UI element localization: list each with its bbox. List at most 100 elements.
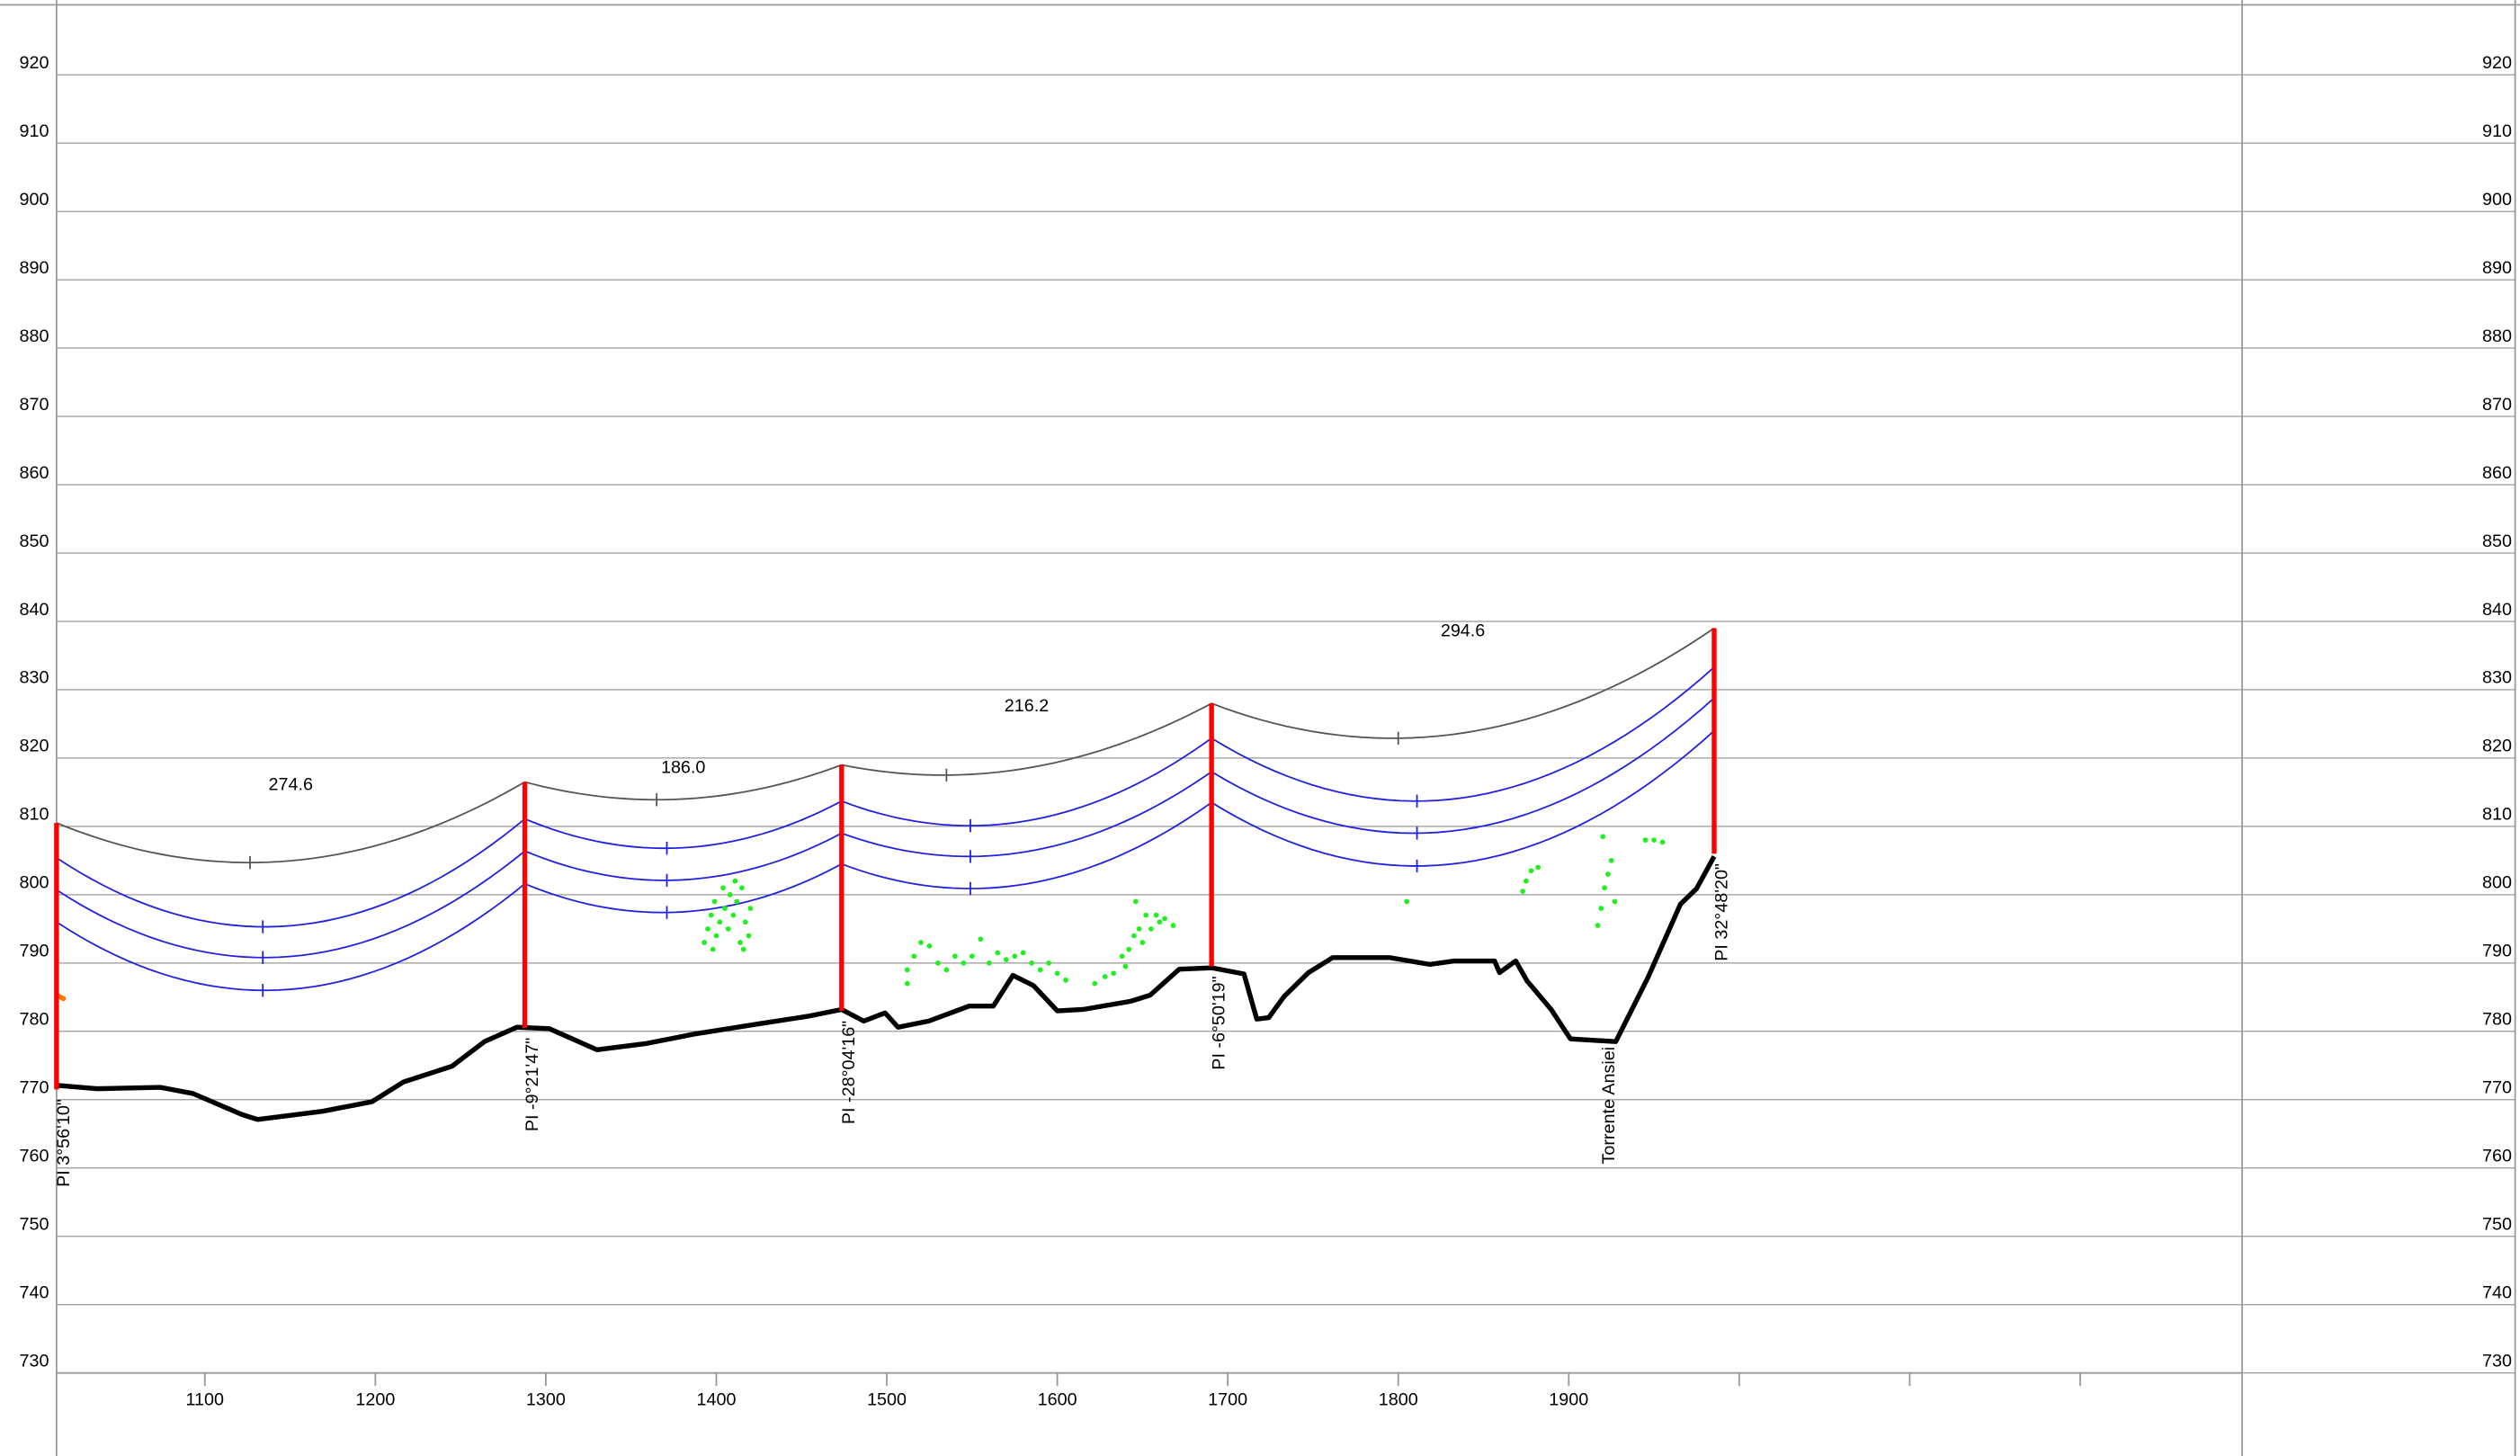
survey-point xyxy=(978,936,984,942)
y-tick-label: 750 xyxy=(20,1215,49,1235)
x-tick-label: 1900 xyxy=(1549,1390,1588,1410)
survey-point xyxy=(727,891,733,898)
survey-point xyxy=(1046,960,1051,966)
y-tick-label-right: 910 xyxy=(2482,121,2512,141)
survey-point xyxy=(746,933,752,939)
y-tick-label-right: 790 xyxy=(2482,942,2512,961)
y-tick-label: 770 xyxy=(20,1078,49,1098)
y-tick-label-right: 780 xyxy=(2482,1010,2512,1030)
survey-point xyxy=(926,942,933,949)
survey-point xyxy=(708,912,714,918)
survey-point xyxy=(1143,912,1149,918)
y-tick-label-right: 860 xyxy=(2482,463,2512,483)
wire-span xyxy=(56,817,526,928)
survey-point xyxy=(969,953,975,960)
survey-point xyxy=(995,950,1001,956)
wire-span xyxy=(1211,729,1715,867)
survey-point xyxy=(952,953,958,960)
y-tick-label-right: 760 xyxy=(2482,1147,2512,1166)
survey-point xyxy=(60,996,67,1002)
wire-span xyxy=(56,882,526,992)
survey-point xyxy=(1029,960,1035,966)
wire-span xyxy=(841,702,1212,776)
survey-point xyxy=(1092,980,1098,987)
x-tick-label: 1300 xyxy=(526,1390,566,1410)
y-tick-label: 760 xyxy=(20,1147,49,1166)
wire-span xyxy=(524,862,843,914)
y-tick-label: 810 xyxy=(20,805,49,825)
wire-span xyxy=(1211,697,1715,835)
y-tick-label-right: 880 xyxy=(2482,326,2512,346)
y-tick-label: 860 xyxy=(20,463,49,483)
x-tick-label: 1500 xyxy=(867,1390,907,1410)
survey-point xyxy=(1119,953,1125,960)
y-tick-label: 890 xyxy=(20,258,49,278)
y-tick-label-right: 890 xyxy=(2482,258,2512,278)
survey-point xyxy=(1605,871,1611,877)
survey-point xyxy=(935,960,941,966)
survey-point xyxy=(1020,950,1026,956)
survey-point xyxy=(737,940,743,945)
y-tick-label-right: 900 xyxy=(2482,190,2512,210)
y-tick-label-right: 770 xyxy=(2482,1078,2512,1098)
survey-point xyxy=(1122,963,1129,969)
pole-label: PI -9°21'47" xyxy=(523,1038,542,1131)
survey-point xyxy=(1063,977,1068,983)
y-tick-label-right: 810 xyxy=(2482,805,2512,825)
y-tick-label-right: 820 xyxy=(2482,737,2512,756)
wire-span xyxy=(1211,666,1715,802)
survey-point xyxy=(720,885,726,891)
survey-point xyxy=(1102,974,1108,979)
survey-point xyxy=(740,946,746,952)
y-tick-label-right: 740 xyxy=(2482,1283,2512,1303)
survey-point xyxy=(1148,925,1154,932)
span-label: 274.6 xyxy=(269,774,313,794)
survey-point xyxy=(701,940,708,945)
survey-point xyxy=(1012,953,1018,960)
survey-point xyxy=(742,919,748,925)
survey-point xyxy=(730,912,737,918)
survey-point xyxy=(1054,970,1060,977)
y-tick-label-right: 800 xyxy=(2482,873,2512,893)
pole-label: PI 32°48'20" xyxy=(1711,863,1731,961)
x-tick-label: 1400 xyxy=(697,1390,737,1410)
y-tick-label: 850 xyxy=(20,531,49,551)
survey-point xyxy=(1003,957,1009,962)
y-tick-label-right: 870 xyxy=(2482,395,2512,415)
y-tick-label: 820 xyxy=(20,737,49,756)
survey-point xyxy=(943,967,950,973)
y-tick-label-right: 730 xyxy=(2482,1351,2512,1371)
x-tick-label: 1200 xyxy=(355,1390,395,1410)
survey-point xyxy=(722,906,728,911)
pole-label: PI 3°56'10" xyxy=(54,1099,74,1187)
survey-point xyxy=(1037,967,1043,973)
annotation: Torrente Ansiei xyxy=(1599,1047,1619,1165)
wire-span xyxy=(1211,627,1715,739)
span-label: 216.2 xyxy=(1005,696,1049,716)
survey-point xyxy=(1131,933,1137,939)
wire-span xyxy=(524,764,843,801)
survey-point xyxy=(918,940,924,945)
x-tick-label: 1700 xyxy=(1208,1390,1247,1410)
y-tick-label: 740 xyxy=(20,1283,49,1303)
survey-point xyxy=(1136,925,1142,932)
x-tick-label: 1600 xyxy=(1038,1390,1077,1410)
survey-point xyxy=(1600,834,1606,840)
wire-span xyxy=(524,832,843,881)
survey-point xyxy=(1651,837,1657,843)
y-tick-label-right: 830 xyxy=(2482,668,2512,688)
y-tick-label: 780 xyxy=(20,1010,49,1030)
survey-point xyxy=(911,953,917,960)
survey-point xyxy=(705,925,710,932)
y-tick-label-right: 850 xyxy=(2482,531,2512,551)
survey-point xyxy=(1524,878,1529,884)
survey-point xyxy=(739,885,745,891)
survey-point xyxy=(1126,946,1132,952)
survey-point xyxy=(1612,898,1618,905)
survey-point xyxy=(1520,889,1525,894)
wire-span xyxy=(524,799,843,850)
wire-span xyxy=(56,781,526,864)
survey-point xyxy=(1404,898,1410,905)
survey-point xyxy=(713,933,719,939)
